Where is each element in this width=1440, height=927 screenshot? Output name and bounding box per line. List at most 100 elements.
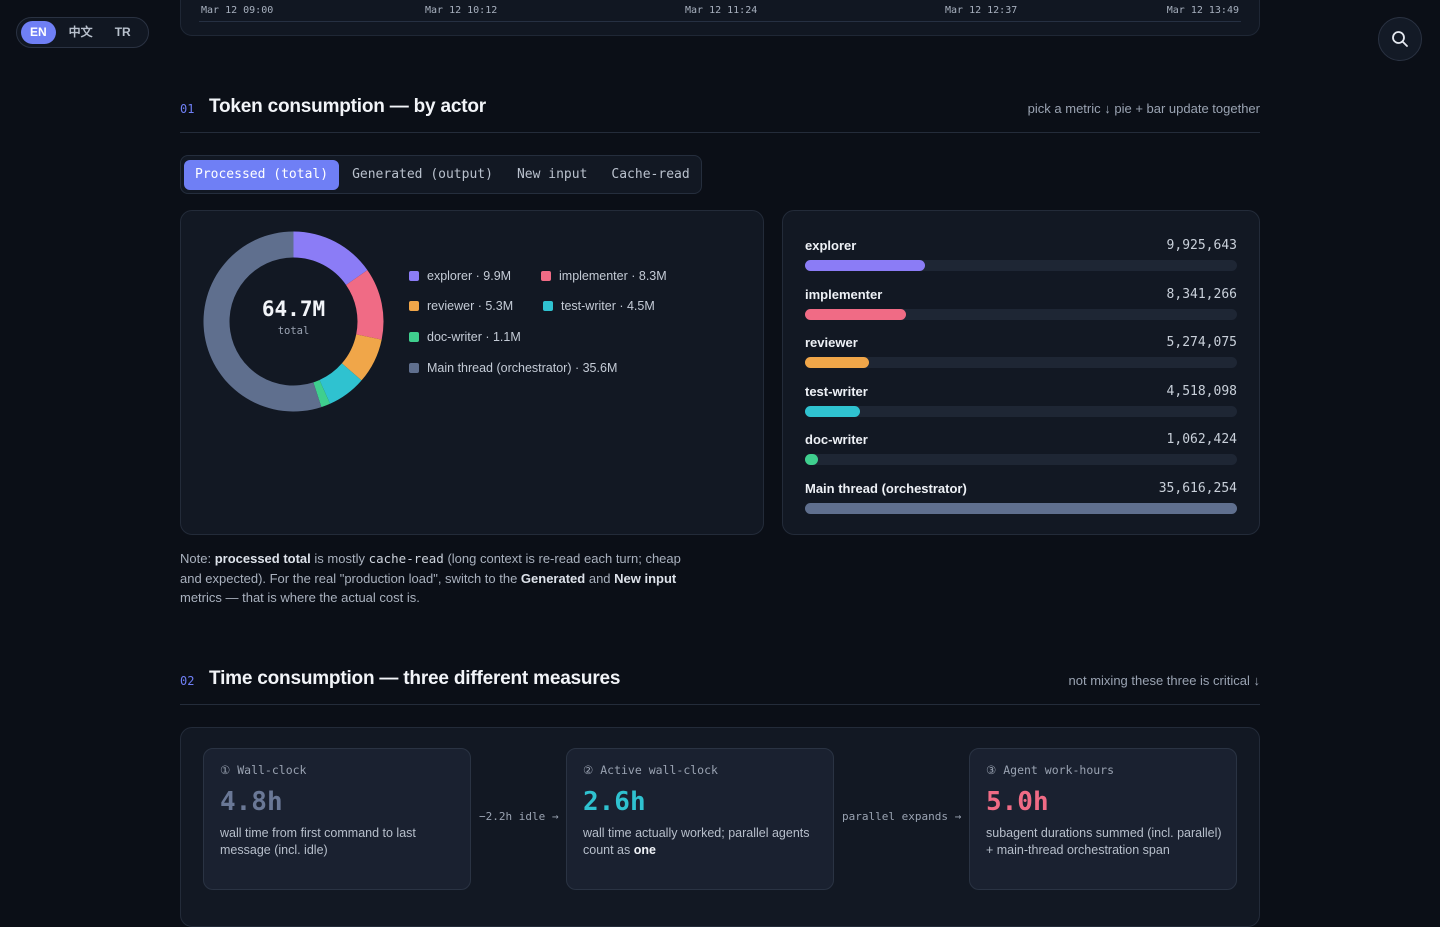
timeline-tick: Mar 12 09:00 bbox=[201, 5, 274, 16]
legend-label: reviewer · 5.3M bbox=[427, 299, 514, 313]
bar-card: explorer 9,925,643 implementer 8,341,266… bbox=[782, 210, 1260, 535]
lang-option-zh[interactable]: 中文 bbox=[68, 25, 93, 39]
section-hint: pick a metric ↓ pie + bar update togethe… bbox=[1027, 101, 1260, 116]
bar-value: 5,274,075 bbox=[1166, 335, 1237, 350]
tab-processed-total[interactable]: Processed (total) bbox=[184, 159, 340, 190]
bar-value: 4,518,098 bbox=[1166, 384, 1237, 399]
bar-row-explorer: explorer 9,925,643 bbox=[805, 238, 1237, 278]
bar-track bbox=[805, 260, 1237, 271]
note-bold: processed total bbox=[214, 551, 311, 566]
time-box-desc: subagent durations summed (incl. paralle… bbox=[986, 826, 1222, 857]
note-bold: Generated bbox=[520, 570, 586, 586]
metric-tabs: Processed (total) Generated (output) New… bbox=[180, 155, 702, 194]
section-hint: not mixing these three is critical ↓ bbox=[1068, 673, 1260, 688]
section-title: Token consumption — by actor bbox=[209, 96, 486, 117]
legend-item: test-writer · 4.5M bbox=[543, 299, 655, 313]
legend-swatch bbox=[409, 332, 419, 342]
bar-value: 1,062,424 bbox=[1166, 432, 1237, 447]
search-button[interactable] bbox=[1378, 17, 1422, 61]
bar-fill bbox=[805, 454, 818, 465]
bar-track bbox=[805, 357, 1237, 368]
time-box-desc: wall time from first command to last mes… bbox=[220, 826, 416, 857]
donut-total-label: total bbox=[277, 325, 310, 337]
timeline-card: Mar 12 09:00 Mar 12 10:12 Mar 12 11:24 M… bbox=[180, 0, 1260, 36]
bar-value: 35,616,254 bbox=[1158, 481, 1237, 496]
note-text: Note: bbox=[180, 551, 215, 566]
legend-label: doc-writer · 1.1M bbox=[427, 330, 521, 344]
legend-item: reviewer · 5.3M bbox=[409, 299, 513, 313]
time-box-value: 5.0h bbox=[986, 787, 1049, 817]
donut-center: 64.7M total bbox=[203, 297, 384, 337]
note-text: metrics — that is where the actual cost … bbox=[180, 590, 420, 605]
tab-cache-read[interactable]: Cache-read bbox=[611, 166, 690, 182]
bar-track bbox=[805, 503, 1237, 514]
legend-swatch bbox=[541, 271, 551, 281]
bar-row-doc-writer: doc-writer 1,062,424 bbox=[805, 432, 1237, 472]
note-text: (long context is re-read each turn; chea… bbox=[180, 551, 681, 586]
section-number: 02 bbox=[180, 674, 195, 688]
legend-label: Main thread (orchestrator) · 35.6M bbox=[427, 361, 618, 375]
time-box-agent-work-hours: ③ Agent work-hours 5.0h subagent duratio… bbox=[969, 748, 1237, 890]
donut-slice-implementer bbox=[346, 270, 384, 340]
legend-label: explorer · 9.9M bbox=[427, 269, 512, 283]
time-box-active-wall-clock: ② Active wall-clock 2.6h wall time actua… bbox=[566, 748, 834, 890]
bar-row-reviewer: reviewer 5,274,075 bbox=[805, 335, 1237, 375]
donut-slice-test-writer bbox=[319, 363, 362, 404]
legend-swatch bbox=[409, 271, 419, 281]
legend-item: doc-writer · 1.1M bbox=[409, 330, 521, 344]
bar-fill bbox=[805, 406, 860, 417]
donut-slice-doc-writer bbox=[313, 379, 331, 408]
note-text: and bbox=[585, 570, 615, 586]
timeline-tick: Mar 12 10:12 bbox=[425, 5, 498, 16]
bar-row-main-thread: Main thread (orchestrator) 35,616,254 bbox=[805, 481, 1237, 521]
legend-item: implementer · 8.3M bbox=[541, 269, 667, 283]
note-text: is mostly bbox=[310, 551, 369, 566]
section-header-tokens: 01 Token consumption — by actor pick a m… bbox=[180, 92, 1260, 133]
timeline-tick: Mar 12 13:49 bbox=[1166, 5, 1239, 16]
bar-track bbox=[805, 406, 1237, 417]
legend-label: test-writer · 4.5M bbox=[561, 299, 655, 313]
bar-fill bbox=[805, 357, 869, 368]
metric-note: Note: processed total is mostly cache-re… bbox=[180, 549, 700, 608]
donut-chart bbox=[203, 231, 384, 412]
bar-track bbox=[805, 309, 1237, 320]
bar-name: Main thread (orchestrator) bbox=[805, 481, 967, 496]
bar-name: reviewer bbox=[805, 335, 858, 350]
legend-swatch bbox=[409, 301, 419, 311]
time-box-wall-clock: ① Wall-clock 4.8h wall time from first c… bbox=[203, 748, 471, 890]
bar-name: implementer bbox=[805, 287, 883, 302]
donut-card: 64.7M total explorer · 9.9M implementer … bbox=[180, 210, 764, 535]
legend-label: implementer · 8.3M bbox=[559, 269, 667, 283]
time-box-label: ③ Agent work-hours bbox=[986, 763, 1115, 777]
language-switch: EN 中文 TR bbox=[16, 17, 149, 48]
bar-name: test-writer bbox=[805, 384, 868, 399]
bar-name: doc-writer bbox=[805, 432, 868, 447]
donut-slice-reviewer bbox=[341, 334, 382, 381]
time-box-value: 2.6h bbox=[583, 787, 646, 817]
bar-row-test-writer: test-writer 4,518,098 bbox=[805, 384, 1237, 424]
connector-idle: −2.2h idle → bbox=[479, 810, 559, 823]
bar-row-implementer: implementer 8,341,266 bbox=[805, 287, 1237, 327]
tab-generated-output[interactable]: Generated (output) bbox=[352, 166, 493, 182]
donut-slice-main-thread-orchestrator bbox=[203, 231, 322, 412]
bar-track bbox=[805, 454, 1237, 465]
bar-fill bbox=[805, 309, 907, 320]
timeline-axis: Mar 12 09:00 Mar 12 10:12 Mar 12 11:24 M… bbox=[199, 0, 1241, 22]
legend-item: explorer · 9.9M bbox=[409, 269, 511, 283]
donut-slice-explorer bbox=[293, 231, 368, 285]
time-box-value: 4.8h bbox=[220, 787, 283, 817]
legend-swatch bbox=[409, 363, 419, 373]
lang-option-en[interactable]: EN bbox=[21, 21, 56, 44]
time-box-desc-text: wall time actually worked; parallel agen… bbox=[583, 826, 810, 857]
section-header-time: 02 Time consumption — three different me… bbox=[180, 664, 1260, 705]
tab-new-input[interactable]: New input bbox=[516, 166, 588, 182]
time-box-label: ① Wall-clock bbox=[220, 763, 307, 777]
bar-value: 9,925,643 bbox=[1166, 238, 1237, 253]
search-icon bbox=[1392, 31, 1408, 47]
lang-option-tr[interactable]: TR bbox=[114, 25, 131, 39]
bar-fill bbox=[805, 503, 1237, 514]
note-code: cache-read bbox=[368, 551, 444, 566]
note-bold: New input bbox=[614, 570, 677, 586]
bar-value: 8,341,266 bbox=[1166, 287, 1237, 302]
donut-total-value: 64.7M bbox=[261, 297, 326, 321]
